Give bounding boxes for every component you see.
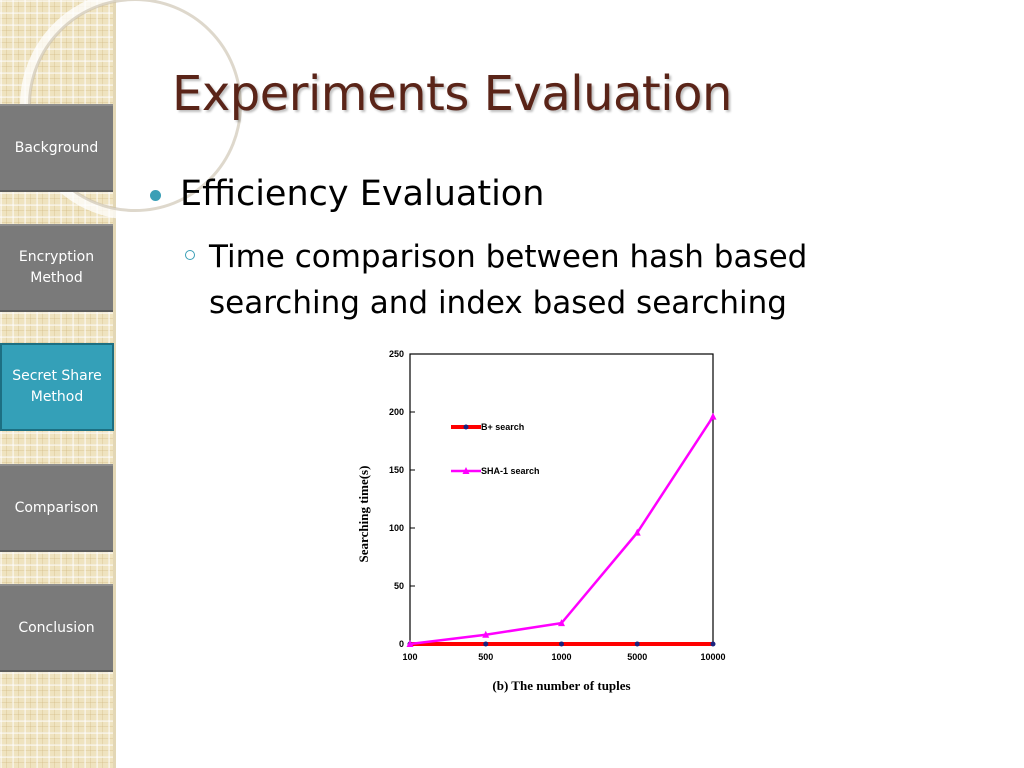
sidebar-item-label: Conclusion — [18, 619, 95, 636]
bullet-dot-icon — [150, 189, 161, 201]
sidebar-item-background[interactable]: Background — [0, 104, 113, 192]
slide-title: Experiments Evaluation — [172, 66, 732, 122]
bullet-level-2-text: Time comparison between hash based searc… — [209, 239, 808, 321]
x-tick-label: 1000 — [551, 652, 571, 662]
sidebar-item-comparison[interactable]: Comparison — [0, 464, 113, 552]
data-point-bplus — [559, 641, 564, 647]
bullet-level-2: Time comparison between hash based searc… — [185, 234, 865, 326]
sidebar-item-label: Encryption Method — [18, 249, 95, 286]
data-point-sha1 — [633, 528, 641, 536]
line-chart: 0 50 100 150 200 250 100 500 1000 5000 10000 (b) Th… — [356, 349, 726, 693]
legend-label: SHA-1 search — [481, 466, 540, 476]
sidebar-item-conclusion[interactable]: Conclusion — [0, 584, 113, 672]
data-point-bplus — [483, 641, 489, 647]
sidebar-item-label: Secret Share Method — [12, 368, 102, 405]
y-axis-title: Searching time(s) — [356, 466, 371, 563]
bullet-level-1-text: Efficiency Evaluation — [180, 174, 545, 214]
data-point-sha1 — [482, 630, 490, 638]
data-point-sha1 — [406, 640, 414, 647]
series-line-sha1 — [409, 415, 715, 646]
x-tick-label: 10000 — [700, 652, 725, 662]
x-axis-title: (b) The number of tuples — [492, 678, 630, 693]
data-point-sha1 — [709, 412, 717, 420]
plot-frame — [409, 353, 714, 645]
y-tick-label: 150 — [389, 465, 404, 475]
bullet-level-1: Efficiency Evaluation — [150, 174, 544, 214]
sidebar-item-label: Comparison — [14, 499, 99, 516]
legend-marker — [462, 467, 470, 474]
y-tick-label: 100 — [389, 523, 404, 533]
data-point-bplus — [710, 641, 716, 647]
y-tick-label: 0 — [399, 639, 404, 649]
bullet-circle-icon — [185, 250, 195, 260]
legend-marker — [463, 424, 469, 430]
y-tick-label: 200 — [389, 407, 404, 417]
data-point-bplus — [634, 641, 640, 647]
x-tick-label: 5000 — [627, 652, 647, 662]
y-tick-label: 250 — [389, 349, 404, 359]
legend-label: B+ search — [481, 422, 524, 432]
sidebar-item-encryption-method[interactable]: Encryption Method — [0, 224, 113, 312]
sidebar-item-secret-share-method[interactable]: Secret Share Method — [0, 343, 114, 431]
x-tick-label: 500 — [478, 652, 493, 662]
x-tick-label: 100 — [402, 652, 417, 662]
data-point-sha1 — [558, 619, 565, 627]
sidebar-item-label: Background — [14, 139, 99, 156]
y-tick-label: 50 — [394, 581, 404, 591]
